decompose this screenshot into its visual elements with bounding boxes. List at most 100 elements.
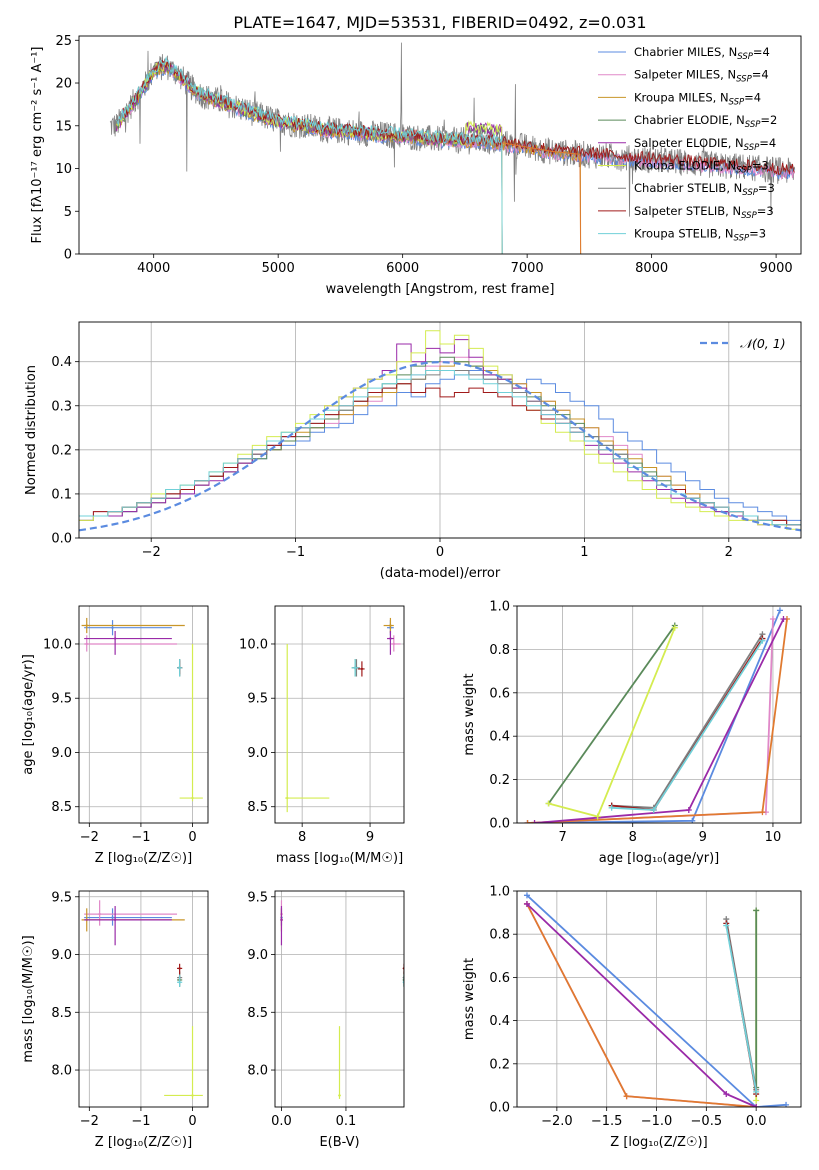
plot-area: 4000 5000 6000 7000 8000 90000510152025wavele… <box>21 34 802 1150</box>
spectrum-ytick-label: 15 <box>55 119 72 134</box>
residuals-xtick-label: 2 <box>725 545 733 560</box>
weight-marker <box>685 806 692 813</box>
weight_vs_age-ytick-label: 0.6 <box>489 686 510 701</box>
residuals-ytick-label: 0.1 <box>51 487 72 502</box>
scatter-point <box>338 1094 341 1097</box>
legend-label-count: =4 <box>752 68 769 82</box>
weight_vs_Z-ytick-label: 0.4 <box>489 1014 510 1029</box>
weight_vs_age-xtick-label: 9 <box>699 830 707 845</box>
legend-label: Chabrier ELODIE, NSSP=2 <box>634 113 777 130</box>
age_vs_Z-xlabel: Z [log₁₀(Z/Z☉)] <box>95 851 192 866</box>
age_vs_Z-ytick-label: 9.0 <box>51 746 72 761</box>
scatter-point <box>111 626 114 629</box>
weight-line <box>725 925 758 1093</box>
legend-label: Salpeter STELIB, NSSP=3 <box>634 204 774 221</box>
mass_vs_ebv-xtick-label: 0.0 <box>271 1114 292 1129</box>
legend-label-count: =3 <box>757 204 774 218</box>
spectrum-model-line <box>115 60 503 254</box>
legend-label-text: Chabrier ELODIE, N <box>634 113 745 127</box>
residuals-ytick-label: 0.4 <box>51 355 72 370</box>
weight_vs_age-frame <box>516 605 802 824</box>
age_vs_Z-axes: −2 −1 0 8.5 9.0 9.5 10.0 Z [log₁₀(Z/Z☉)] age [lo… <box>21 605 209 866</box>
weight-marker <box>623 1093 630 1100</box>
mass_vs_ebv-frame <box>274 890 405 1108</box>
legend-label-subscript: SSP <box>745 120 761 130</box>
spectrum-ytick-label: 10 <box>55 162 72 177</box>
figure-title: PLATE=1647, MJD=53531, FIBERID=0492, z=0… <box>233 13 646 32</box>
age_vs_Z-ylabel: age [log₁₀(age/yr)] <box>21 654 36 775</box>
age_vs_mass-ytick-label: 10.0 <box>239 637 268 652</box>
spectrum-xtick-label: 5000 <box>262 261 295 276</box>
spectrum-ytick-label: 25 <box>55 34 72 49</box>
mass_vs_Z-ytick-label: 9.0 <box>51 948 72 963</box>
scatter-point <box>280 918 283 922</box>
legend-label-text: Salpeter ELODIE, N <box>634 136 744 150</box>
legend-label-subscript: SSP <box>737 52 753 62</box>
spectrum-marks <box>109 42 796 254</box>
spectrum-ytick-label: 0 <box>64 248 72 263</box>
scatter-point <box>392 642 396 646</box>
spectrum-xtick-label: 6000 <box>386 261 419 276</box>
weight-marker <box>780 616 787 623</box>
mass_vs_Z-xtick-label: −1 <box>131 1114 150 1129</box>
weight_vs_age-ytick-label: 1.0 <box>489 600 510 615</box>
legend-label-count: =3 <box>758 181 775 195</box>
age_vs_Z-ytick-label: 9.5 <box>51 692 72 707</box>
spectrum-xtick-label: 9000 <box>760 261 793 276</box>
scatter-point <box>85 642 88 646</box>
scatter-point <box>111 916 114 919</box>
spectrum-ytick-label: 20 <box>55 77 72 92</box>
legend-label: Chabrier MILES, NSSP=4 <box>634 45 770 62</box>
legend-label-count: =2 <box>760 113 777 127</box>
residuals-xtick-label: −1 <box>286 545 305 560</box>
spectrum-axes: 4000 5000 6000 7000 8000 9000 0 5 10 15 20 25 wavele… <box>30 34 802 297</box>
weight-marker <box>594 813 601 820</box>
mass_vs_ebv-xtick-label: 0.1 <box>336 1114 357 1129</box>
mass_vs_ebv-ytick-label: 9.0 <box>247 948 268 963</box>
weight_vs_age-ytick-label: 0.0 <box>489 817 510 832</box>
age_vs_mass-axes: 8 9 8.5 9.0 9.5 10.0 mass [log₁₀(M/M☉)] <box>239 605 405 866</box>
age_vs_mass-ytick-label: 9.0 <box>247 746 268 761</box>
weight_vs_Z-axes: −2.0 −1.5 −1.0 −0.5 0.0 0.0 0.2 0.4 0.6 0.8 1.0 Z [… <box>462 885 802 1150</box>
legend-label: Salpeter MILES, NSSP=4 <box>634 68 769 85</box>
legend-label-count: =4 <box>753 45 770 59</box>
weight_vs_Z-ytick-label: 0.6 <box>489 971 510 986</box>
weight-marker <box>608 804 615 811</box>
weight_vs_age-xtick-label: 8 <box>629 830 637 845</box>
spectrum-xlabel: wavelength [Angstrom, rest frame] <box>326 282 555 297</box>
weight_vs_Z-ytick-label: 1.0 <box>489 885 510 900</box>
residuals-legend: 𝒩(0, 1) <box>700 336 786 351</box>
weight_vs_Z-xtick-label: −1.0 <box>641 1114 673 1129</box>
residuals-axes: −2 −1 0 1 2 0.0 0.1 0.2 0.3 0.4 (data-model)/error… <box>24 321 802 581</box>
mass_vs_Z-xtick-label: 0 <box>188 1114 196 1129</box>
spectrum-ylabel: Flux [fλ10⁻¹⁷ erg cm⁻² s⁻¹ A⁻¹] <box>30 47 45 244</box>
weight-line <box>611 633 764 809</box>
legend-label: Kroupa MILES, NSSP=4 <box>634 90 761 107</box>
weight_vs_Z-ytick-label: 0.0 <box>489 1101 510 1116</box>
legend-label-subscript: SSP <box>729 97 745 107</box>
residuals-xtick-label: −2 <box>142 545 161 560</box>
legend-label-text: Salpeter MILES, N <box>634 68 736 82</box>
weight_vs_Z-ytick-label: 0.2 <box>489 1057 510 1072</box>
mass_vs_ebv-marks <box>280 900 404 1099</box>
mass_vs_Z-ytick-label: 9.5 <box>51 890 72 905</box>
mass_vs_Z-ylabel: mass [log₁₀(M/M☉)] <box>21 935 36 1062</box>
scatter-point <box>113 918 117 922</box>
spectrum-frame <box>78 35 802 255</box>
mass_vs_ebv-xlabel: E(B-V) <box>319 1135 359 1150</box>
weight_vs_Z-xtick-label: −2.0 <box>541 1114 573 1129</box>
residual-histogram <box>79 370 801 526</box>
weight_vs_age-ytick-label: 0.4 <box>489 730 510 745</box>
weight_vs_Z-ylabel: mass weight <box>462 958 477 1040</box>
legend-label-text: Chabrier MILES, N <box>634 45 737 59</box>
residuals-ytick-label: 0.0 <box>51 532 72 547</box>
spectrum-model-line <box>115 56 503 254</box>
weight_vs_age-ytick-label: 0.8 <box>489 643 510 658</box>
spectrum-ytick-label: 5 <box>64 205 72 220</box>
age_vs_Z-xtick-label: −2 <box>80 830 99 845</box>
residuals-ytick-label: 0.2 <box>51 443 72 458</box>
weight-marker <box>671 624 678 631</box>
scatter-point <box>191 1094 194 1097</box>
